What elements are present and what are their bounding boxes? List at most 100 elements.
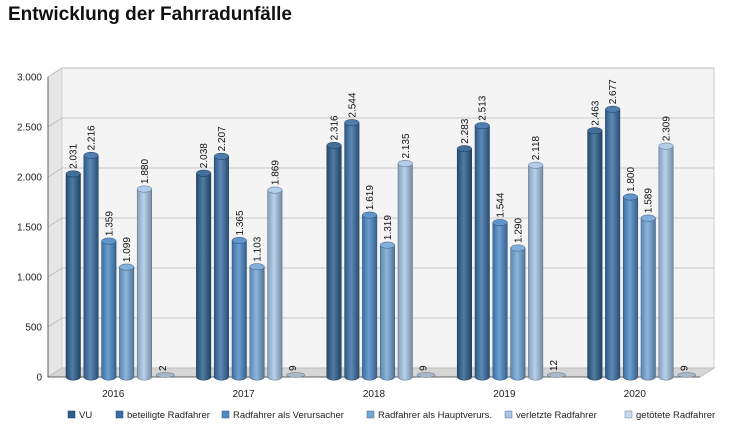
data-label: 1.589: [644, 188, 655, 213]
data-label: 2.118: [531, 135, 542, 160]
data-label: 2.283: [460, 118, 471, 143]
legend-swatch: [504, 410, 513, 419]
data-label: 2.544: [347, 92, 358, 117]
y-tick-label: 1.500: [17, 223, 42, 234]
data-label: 1.619: [365, 185, 376, 210]
data-label: 1.319: [383, 215, 394, 240]
data-label: 2.677: [608, 79, 619, 104]
data-label: 1.103: [253, 236, 264, 261]
bars: [65, 105, 697, 381]
legend-item: beteiligte Radfahrer: [115, 410, 210, 421]
legend-label: beteiligte Radfahrer: [127, 410, 210, 421]
bar: [677, 372, 697, 378]
data-label: 2.316: [330, 115, 341, 140]
data-label: 2.513: [478, 95, 489, 120]
bar: [605, 105, 621, 381]
legend-swatch: [366, 410, 375, 419]
legend-item: Radfahrer als Verursacher: [221, 410, 344, 421]
legend-swatch: [221, 410, 230, 419]
data-label: 2.207: [217, 126, 228, 151]
bar: [136, 185, 152, 381]
y-tick-label: 1.000: [17, 273, 42, 284]
legend-swatch: [115, 410, 124, 419]
bar: [213, 152, 229, 381]
legend-item: verletzte Radfahrer: [504, 410, 597, 421]
bar: [492, 219, 508, 381]
x-axis: 2016 2017 2018 2019 2020: [102, 389, 646, 400]
x-tick-label: 2016: [102, 389, 125, 400]
bar: [344, 119, 360, 381]
legend-swatch: [624, 410, 633, 419]
bar: [362, 211, 378, 381]
data-label: 2.031: [69, 143, 80, 168]
legend-swatch: [67, 410, 76, 419]
data-label: 1.869: [270, 160, 281, 185]
bar: [286, 372, 305, 378]
data-label: 1.290: [513, 218, 524, 243]
y-tick-label: 2.500: [17, 123, 42, 134]
bar: [231, 237, 247, 381]
data-label: 1.800: [626, 167, 637, 192]
data-label: 2.135: [401, 133, 412, 158]
bar: [101, 237, 117, 381]
bar: [267, 186, 283, 381]
bar: [640, 214, 656, 381]
bar: [83, 151, 99, 381]
legend-label: verletzte Radfahrer: [516, 410, 597, 421]
bar: [528, 161, 544, 381]
legend-label: VU: [79, 410, 92, 421]
data-label: 2.463: [590, 100, 601, 125]
x-tick-label: 2018: [363, 389, 386, 400]
bar: [379, 241, 395, 381]
bar: [587, 127, 603, 381]
bar: [416, 372, 436, 378]
x-tick-label: 2019: [493, 389, 516, 400]
bar: [397, 160, 413, 381]
legend-label: getötete Radfahrer: [636, 410, 715, 421]
y-tick-label: 3.000: [17, 73, 42, 84]
legend: VU beteiligte Radfahrer Radfahrer als Veru…: [67, 410, 715, 421]
bar: [658, 142, 674, 381]
data-label: 1.880: [140, 159, 151, 184]
bar: [456, 145, 472, 381]
data-labels: 2.031 2.216 1.359 1.099 1.880 2 2.038 2.207 1.36…: [69, 79, 691, 371]
gridlines: [47, 67, 714, 328]
data-label: 1.365: [235, 210, 246, 235]
chart-title: Entwicklung der Fahrradunfälle: [8, 4, 292, 25]
data-label: 9: [419, 365, 430, 371]
legend-label: Radfahrer als Hauptverurs.: [378, 410, 492, 421]
data-label: 2.038: [199, 143, 210, 168]
bar: [155, 372, 175, 378]
bar: [474, 122, 490, 381]
bar: [547, 372, 566, 378]
bar: [65, 170, 81, 381]
bar: [622, 193, 638, 381]
data-label: 9: [288, 365, 299, 371]
x-tick-label: 2017: [232, 389, 255, 400]
bar: [326, 141, 342, 381]
data-label: 1.359: [104, 211, 115, 236]
x-tick-label: 2020: [624, 389, 647, 400]
y-tick-label: 500: [25, 323, 42, 334]
data-label: 2.309: [662, 116, 673, 141]
gridline: [47, 67, 714, 78]
gridline: [47, 167, 714, 178]
y-tick-label: 2.000: [17, 173, 42, 184]
gridline: [47, 217, 714, 228]
legend-label: Radfahrer als Verursacher: [233, 410, 344, 421]
gridline: [47, 117, 714, 128]
bar: [249, 263, 265, 381]
data-label: 12: [549, 359, 560, 371]
data-label: 1.099: [122, 237, 133, 262]
legend-item: getötete Radfahrer: [624, 410, 715, 421]
legend-item: VU: [67, 410, 92, 421]
legend-item: Radfahrer als Hauptverurs.: [366, 410, 492, 421]
y-tick-label: 0: [36, 373, 42, 384]
data-label: 9: [679, 365, 690, 371]
data-label: 2.216: [87, 125, 98, 150]
bar: [510, 244, 526, 381]
bar: [196, 169, 212, 381]
bar: [119, 263, 135, 381]
data-label: 2: [158, 365, 169, 371]
